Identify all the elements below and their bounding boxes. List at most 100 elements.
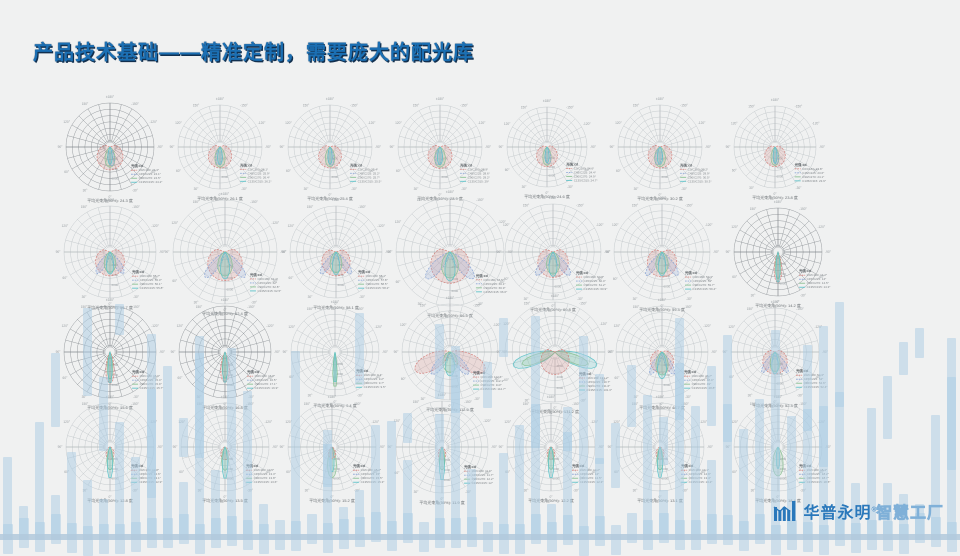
polar-chart: ±180°-150°-120°-90°-60°-30°0°30°60°90°12… xyxy=(598,294,726,431)
svg-text:-60°: -60° xyxy=(584,168,591,172)
svg-text:-90°: -90° xyxy=(825,250,832,254)
svg-text:-30°: -30° xyxy=(354,489,361,493)
factory-m-logo-icon xyxy=(773,501,795,521)
chart-legend-entry: C90/C270: 58.5° xyxy=(366,282,389,286)
polar-plot-svg: ±180°-150°-120°-90°-60°-30°0°30°60°90°12… xyxy=(608,298,718,410)
polar-chart: ±180°-150°-120°-90°-60°-30°0°30°60°90°12… xyxy=(378,186,522,339)
svg-text:-120°: -120° xyxy=(699,420,707,424)
svg-text:0°: 0° xyxy=(108,402,112,406)
svg-text:30°: 30° xyxy=(634,187,640,191)
svg-text:-150°: -150° xyxy=(576,203,584,207)
chart-legend-title: 光强:cd xyxy=(246,369,259,374)
svg-text:90°: 90° xyxy=(58,145,64,149)
chart-legend-entry: C135/C315: 12.3° xyxy=(580,480,605,484)
svg-text:60°: 60° xyxy=(613,277,619,281)
slide-title: 产品技术基础——精准定制，需要庞大的配光库 xyxy=(33,42,474,64)
svg-text:60°: 60° xyxy=(504,378,510,382)
svg-text:120°: 120° xyxy=(171,221,178,225)
svg-text:60°: 60° xyxy=(286,470,292,474)
chart-legend-entry: C45/C225: 24.4° xyxy=(574,170,597,174)
chart-caption: 平均光束角(50%): 14.2 度 xyxy=(755,302,801,308)
chart-legend-title: 光强:cd xyxy=(239,162,252,167)
chart-legend-entry: C0/C180: 18.4° xyxy=(807,468,828,472)
svg-text:90°: 90° xyxy=(610,145,616,149)
svg-text:90°: 90° xyxy=(390,145,396,149)
svg-text:-90°: -90° xyxy=(608,350,615,354)
chart-legend-title: 光强:cd xyxy=(571,463,584,468)
svg-text:-120°: -120° xyxy=(812,122,820,126)
polar-plot-svg: ±180°-150°-120°-90°-60°-30°0°30°60°90°12… xyxy=(499,395,605,503)
svg-text:90°: 90° xyxy=(497,250,503,254)
polar-chart: ±180°-150°-120°-90°-60°-30°0°30°60°90°12… xyxy=(163,391,287,524)
svg-text:±180°: ±180° xyxy=(106,395,115,399)
svg-text:90°: 90° xyxy=(283,350,289,354)
svg-text:120°: 120° xyxy=(615,121,622,125)
svg-text:-120°: -120° xyxy=(271,221,279,225)
chart-legend-entry: C135/C315: 12° xyxy=(472,481,494,485)
polar-plot-svg: ±180°-150°-120°-90°-60°-30°0°30°60°90°12… xyxy=(58,95,164,203)
svg-text:-150°: -150° xyxy=(132,305,140,309)
svg-text:-30°: -30° xyxy=(133,295,140,299)
svg-text:90°: 90° xyxy=(723,350,729,354)
polar-plot-svg: ±180°-150°-120°-90°-60°-30°0°30°60°90°12… xyxy=(173,395,279,503)
svg-text:-120°: -120° xyxy=(493,323,501,327)
svg-text:90°: 90° xyxy=(171,350,177,354)
chart-legend-entry: C90/C270: 66.9° xyxy=(483,286,506,290)
svg-text:120°: 120° xyxy=(394,419,401,423)
svg-text:-90°: -90° xyxy=(280,250,287,254)
chart-legend-entry: C45/C225: 112.1° xyxy=(481,379,505,383)
svg-text:6000: 6000 xyxy=(112,177,119,181)
svg-text:6000: 6000 xyxy=(452,385,459,389)
svg-text:60°: 60° xyxy=(286,169,292,173)
svg-text:60°: 60° xyxy=(289,375,295,379)
svg-text:150°: 150° xyxy=(523,203,530,207)
svg-text:6000: 6000 xyxy=(777,174,784,178)
svg-text:4000: 4000 xyxy=(444,468,451,472)
svg-text:6000: 6000 xyxy=(227,477,234,481)
svg-text:-150°: -150° xyxy=(684,305,692,309)
svg-text:0°: 0° xyxy=(553,406,557,410)
svg-text:-120°: -120° xyxy=(814,325,822,329)
svg-text:-150°: -150° xyxy=(685,203,693,207)
svg-text:30°: 30° xyxy=(751,489,757,493)
svg-text:-60°: -60° xyxy=(272,279,279,283)
svg-text:-90°: -90° xyxy=(711,350,718,354)
chart-caption: 平均光束角(50%): 15.2 度 xyxy=(309,497,355,503)
polar-chart: ±180°-150°-120°-90°-60°-30°0°30°60°90°12… xyxy=(270,391,394,524)
chart-legend-entry: C45/C225: 60.4° xyxy=(584,279,607,283)
svg-text:120°: 120° xyxy=(504,122,511,126)
chart-legend-title: 光强:cd xyxy=(798,268,811,273)
chart-legend-entry: C45/C225: 48.4° xyxy=(692,378,715,382)
chart-caption: 平均光束角(50%): 13.5 度 xyxy=(202,497,248,503)
svg-text:-90°: -90° xyxy=(485,145,492,149)
chart-legend-title: 光强:cd xyxy=(357,269,370,274)
svg-text:-120°: -120° xyxy=(498,220,506,224)
polar-chart: ±180°-150°-120°-90°-60°-30°0°30°60°90°12… xyxy=(600,93,720,222)
svg-text:120°: 120° xyxy=(731,420,738,424)
svg-text:120°: 120° xyxy=(285,420,292,424)
chart-legend-entry: C45/C225: 55.3° xyxy=(140,278,163,282)
svg-text:-30°: -30° xyxy=(682,489,689,493)
svg-text:±180°: ±180° xyxy=(656,395,665,399)
svg-text:150°: 150° xyxy=(196,305,203,309)
svg-text:60°: 60° xyxy=(63,276,69,280)
chart-legend-entry: C135/C315: 59.4° xyxy=(693,287,718,291)
svg-text:-150°: -150° xyxy=(247,305,255,309)
polar-chart: ±180°-150°-120°-90°-60°-30°0°30°60°90°12… xyxy=(489,391,613,524)
svg-text:-120°: -120° xyxy=(600,322,608,326)
chart-caption: 平均光束角(50%): 23.8 度 xyxy=(752,194,798,200)
chart-legend-entry: C0/C180: 60.8° xyxy=(584,275,605,279)
svg-text:-120°: -120° xyxy=(483,419,491,423)
svg-text:30°: 30° xyxy=(83,189,89,193)
polar-plot-svg: ±180°-150°-120°-90°-60°-30°0°30°60°90°12… xyxy=(726,200,832,308)
polar-plot-svg: ±180°-150°-120°-90°-60°-30°0°30°60°90°12… xyxy=(610,97,713,201)
chart-legend-entry: C45/C225: 62° xyxy=(257,281,278,285)
svg-text:30°: 30° xyxy=(748,394,754,398)
svg-text:6000: 6000 xyxy=(555,285,562,289)
chart-legend-entry: C135/C315: 25.5° xyxy=(358,179,383,183)
chart-legend-title: 光强:cd xyxy=(565,161,578,166)
svg-text:-60°: -60° xyxy=(699,169,706,173)
svg-text:-150°: -150° xyxy=(356,307,364,311)
chart-legend-entry: C135/C315: 112.7° xyxy=(481,387,507,391)
svg-text:-150°: -150° xyxy=(796,307,804,311)
